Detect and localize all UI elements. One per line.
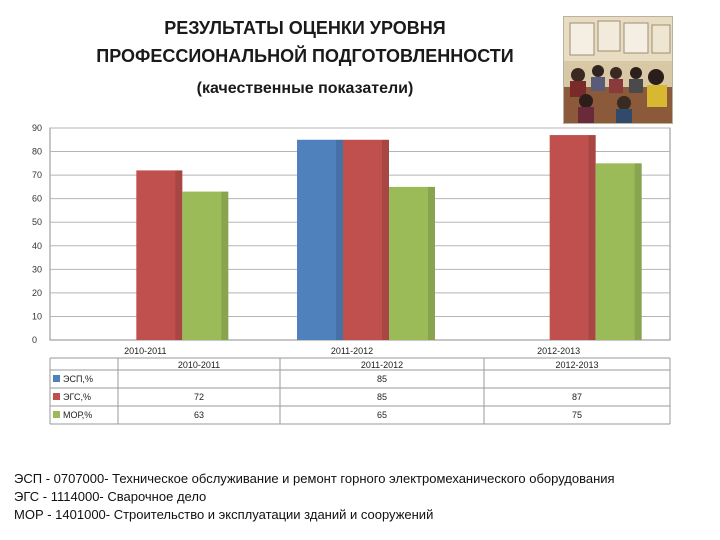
x-category-1: 2011-2012 bbox=[331, 346, 373, 356]
bar-ЭСП-2011-2012 bbox=[297, 139, 343, 340]
data-table: 2010-2011 2011-2012 2012-2013 ЭСП,% 85 ЭГС,% 7… bbox=[49, 357, 671, 425]
bars bbox=[136, 135, 642, 340]
table-value-МОР-1: 65 bbox=[377, 410, 387, 420]
bar-ЭГС-2012-2013 bbox=[549, 135, 596, 340]
table-value-МОР-0: 63 bbox=[194, 410, 204, 420]
bar-shade-ЭГС-2012-2013 bbox=[588, 135, 596, 340]
y-tick-0: 0 bbox=[32, 335, 37, 345]
footnote-egs: ЭГС - 1114000- Сварочное дело bbox=[14, 489, 207, 504]
bar-shade-ЭГС-2010-2011 bbox=[175, 170, 183, 340]
bar-shade-ЭСП-2011-2012 bbox=[336, 139, 343, 340]
table-value-МОР-2: 75 bbox=[572, 410, 582, 420]
y-tick-90: 90 bbox=[32, 123, 42, 133]
x-category-2: 2012-2013 bbox=[537, 346, 580, 356]
bar-ЭГС-2011-2012 bbox=[343, 139, 389, 340]
bar-shade-МОР-2012-2013 bbox=[634, 163, 642, 340]
table-row-label-МОР: МОР,% bbox=[63, 410, 92, 420]
table-value-ЭГС-1: 85 bbox=[377, 392, 387, 402]
title-line-2: ПРОФЕССИОНАЛЬНОЙ ПОДГОТОВЛЕННОСТИ bbox=[96, 46, 514, 66]
y-tick-80: 80 bbox=[32, 147, 42, 157]
y-tick-30: 30 bbox=[32, 264, 42, 274]
footnote-mor: МОР - 1401000- Строительство и эксплуата… bbox=[14, 507, 434, 522]
table-value-ЭГС-0: 72 bbox=[194, 392, 204, 402]
table-header-2: 2012-2013 bbox=[555, 360, 598, 370]
bar-shade-МОР-2011-2012 bbox=[428, 186, 435, 340]
table-row-label-ЭСП: ЭСП,% bbox=[63, 374, 93, 384]
y-axis-ticks: 0 10 20 30 40 50 60 70 80 90 bbox=[32, 123, 42, 345]
y-tick-70: 70 bbox=[32, 170, 42, 180]
x-axis-categories: 2010-2011 2011-2012 2012-2013 bbox=[124, 346, 580, 356]
bar-shade-МОР-2010-2011 bbox=[221, 191, 229, 340]
bar-МОР-2012-2013 bbox=[595, 163, 642, 340]
y-tick-40: 40 bbox=[32, 241, 42, 251]
y-tick-50: 50 bbox=[32, 217, 42, 227]
bar-shade-ЭГС-2011-2012 bbox=[382, 139, 389, 340]
x-category-0: 2010-2011 bbox=[124, 346, 166, 356]
table-header-1: 2011-2012 bbox=[361, 360, 403, 370]
table-header-0: 2010-2011 bbox=[178, 360, 220, 370]
bar-МОР-2011-2012 bbox=[389, 186, 435, 340]
table-row-label-ЭГС: ЭГС,% bbox=[63, 392, 91, 402]
bar-ЭГС-2010-2011 bbox=[136, 170, 183, 340]
y-tick-10: 10 bbox=[32, 311, 42, 321]
bar-МОР-2010-2011 bbox=[182, 191, 229, 340]
legend-key-ЭГС bbox=[53, 393, 60, 400]
table-value-ЭСП-1: 85 bbox=[377, 374, 387, 384]
table-value-ЭГС-2: 87 bbox=[572, 392, 582, 402]
legend-key-МОР bbox=[53, 411, 60, 418]
title-line-1: РЕЗУЛЬТАТЫ ОЦЕНКИ УРОВНЯ bbox=[164, 18, 446, 38]
y-tick-60: 60 bbox=[32, 194, 42, 204]
footnotes: ЭСП - 0707000- Техническое обслуживание … bbox=[14, 470, 615, 524]
classroom-photo bbox=[563, 16, 673, 124]
y-tick-20: 20 bbox=[32, 288, 42, 298]
subtitle: (качественные показатели) bbox=[196, 80, 414, 97]
footnote-esp: ЭСП - 0707000- Техническое обслуживание … bbox=[14, 471, 615, 486]
legend-key-ЭСП bbox=[53, 375, 60, 382]
